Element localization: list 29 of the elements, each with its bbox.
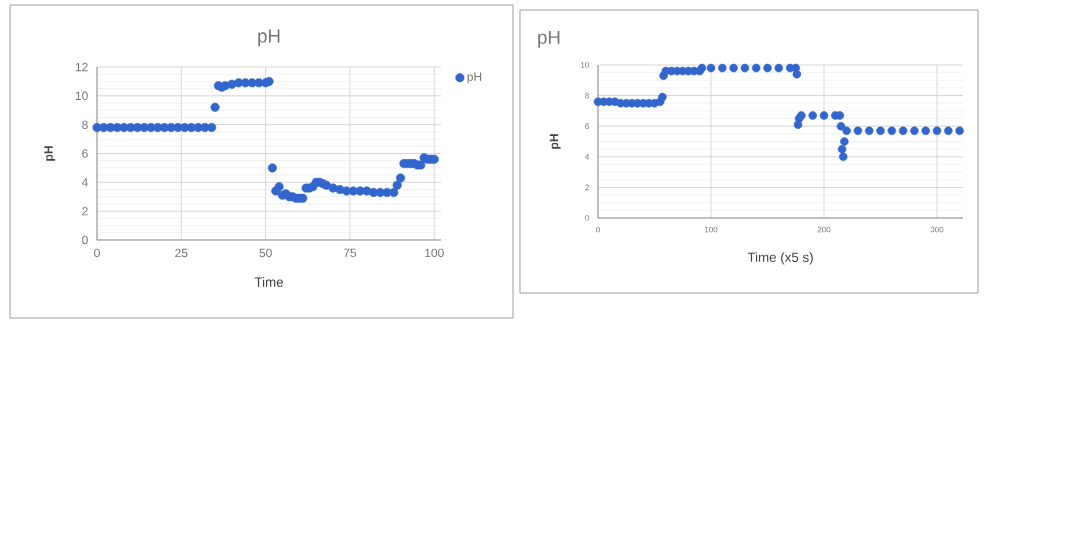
x-axis-title: Time xyxy=(254,277,283,287)
x-tick-label: 200 xyxy=(817,226,831,233)
x-tick-label: 0 xyxy=(596,226,600,233)
x-tick-label: 100 xyxy=(704,226,718,233)
y-tick-label: 8 xyxy=(82,120,88,129)
x-tick-label: 50 xyxy=(259,248,272,258)
y-tick-label: 0 xyxy=(585,215,589,221)
y-tick-label: 6 xyxy=(585,123,589,130)
y-axis-title: pH xyxy=(44,146,56,161)
chart-title: pH xyxy=(258,29,280,47)
y-tick-label: 12 xyxy=(75,62,88,72)
y-tick-label: 10 xyxy=(75,91,88,101)
chart-title: pH xyxy=(538,30,560,48)
y-tick-label: 0 xyxy=(82,235,88,245)
y-tick-label: 2 xyxy=(585,184,589,191)
y-tick-label: 4 xyxy=(81,178,88,187)
y-tick-label: 10 xyxy=(581,62,589,68)
y-tick-label: 2 xyxy=(82,206,88,216)
legend-label: pH xyxy=(467,72,482,84)
x-axis-title: Time (x5 s) xyxy=(747,252,813,265)
y-axis-title: pH xyxy=(549,134,561,149)
x-tick-label: 25 xyxy=(175,248,188,258)
x-tick-label: 0 xyxy=(94,248,100,258)
x-tick-label: 300 xyxy=(930,226,944,233)
x-tick-label: 100 xyxy=(425,248,444,258)
x-tick-label: 75 xyxy=(343,248,357,258)
y-tick-label: 6 xyxy=(82,149,88,158)
y-tick-label: 8 xyxy=(585,92,589,99)
y-tick-label: 4 xyxy=(585,154,590,160)
